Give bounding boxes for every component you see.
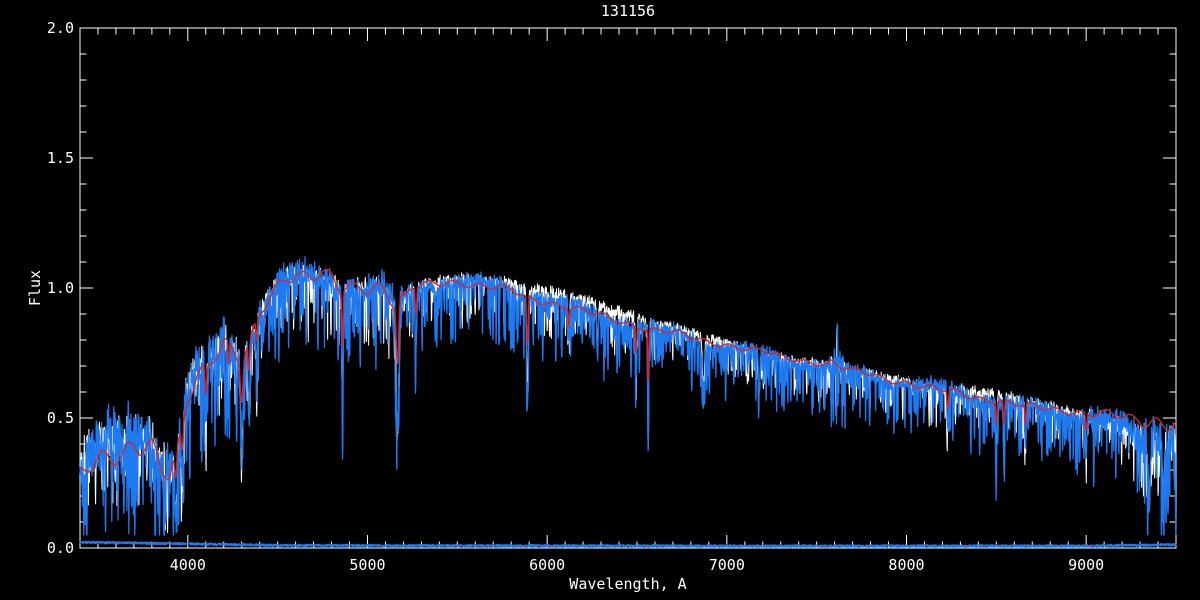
y-tick-label: 0.0 xyxy=(47,539,74,557)
axes-frame-layer: 4000 5000 6000 7000 8000 9000 0.0 0.5 1.0 1.5 2.0 xyxy=(47,19,1177,574)
x-tick-label: 8000 xyxy=(888,556,924,574)
y-tick-label: 2.0 xyxy=(47,19,74,37)
x-tick-label: 4000 xyxy=(170,556,206,574)
y-axis-label: Flux xyxy=(26,270,44,306)
y-tick-label: 1.0 xyxy=(47,279,74,297)
error-spectrum-blue-line xyxy=(79,540,1177,548)
observed-spectrum-white-line xyxy=(79,263,1177,534)
x-tick-label: 9000 xyxy=(1068,556,1104,574)
x-axis-label: Wavelength, A xyxy=(569,575,686,593)
spectrum-data-layer xyxy=(79,256,1177,548)
chart-title: 131156 xyxy=(601,2,655,20)
y-tick-label: 1.5 xyxy=(47,149,74,167)
x-tick-label: 5000 xyxy=(349,556,385,574)
model-fit-red-line xyxy=(79,268,1177,481)
observed-spectrum-blue-line xyxy=(79,256,1177,536)
x-tick-label: 7000 xyxy=(709,556,745,574)
y-tick-label: 0.5 xyxy=(47,409,74,427)
x-tick-label: 6000 xyxy=(529,556,565,574)
